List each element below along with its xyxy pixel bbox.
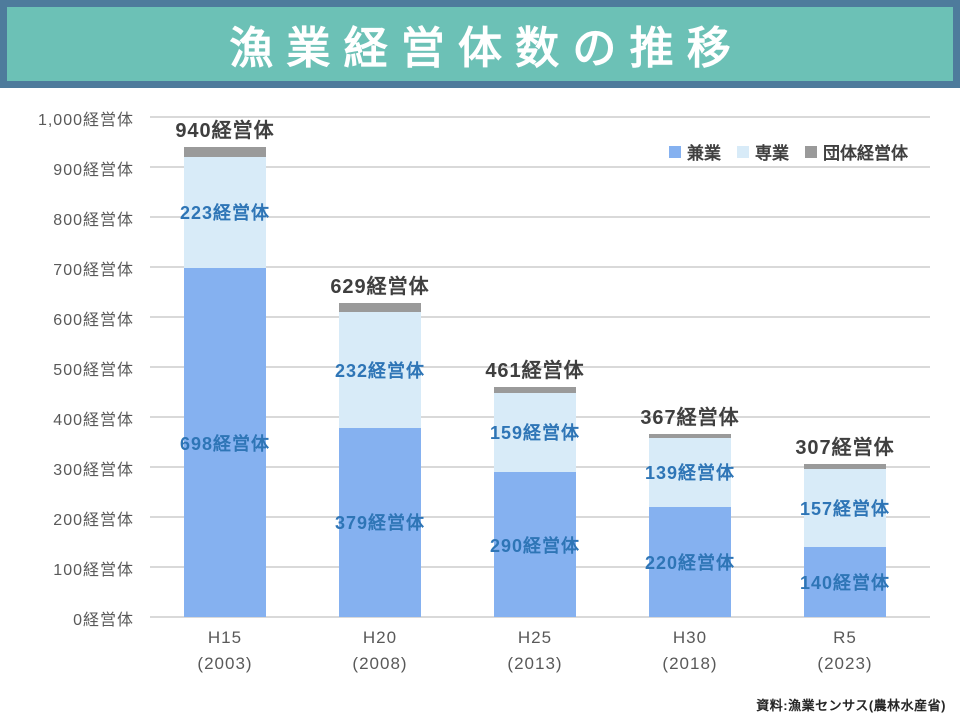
bar-segment xyxy=(184,147,266,157)
bar-segment: 220経営体 xyxy=(645,507,734,617)
total-label: 307経営体 xyxy=(795,436,895,459)
x-axis-label-era: R5 xyxy=(833,628,857,647)
segment-label: 223経営体 xyxy=(179,203,271,224)
gridline xyxy=(150,366,930,368)
total-label: 940経営体 xyxy=(175,120,275,142)
bar-segment: 290経営体 xyxy=(490,472,579,617)
bar: 220経営体 139経営体 xyxy=(645,433,734,617)
bar-segment: 223経営体 xyxy=(180,156,269,268)
bar-segment: 698経営体 xyxy=(180,268,269,617)
segment-label: 140経営体 xyxy=(799,573,891,593)
legend: 兼業 専業 団体経営体 xyxy=(669,139,908,164)
y-axis-label: 1,000経営体 xyxy=(37,112,134,129)
x-axis-label-year: (2023) xyxy=(817,654,873,674)
y-axis-label: 200経営体 xyxy=(53,512,134,529)
legend-item-label: 兼業 xyxy=(687,144,721,163)
legend-item-label: 専業 xyxy=(755,144,789,163)
x-axis-label: H15 (2003) xyxy=(145,625,305,678)
segment-label: 232経営体 xyxy=(334,360,426,381)
y-axis-label: 900経営体 xyxy=(53,162,134,179)
segment-label: 290経営体 xyxy=(489,535,581,556)
bar-segment: 140経営体 xyxy=(800,547,889,617)
y-axis-label: 700経営体 xyxy=(53,262,134,279)
y-axis-label: 100経営体 xyxy=(53,562,134,579)
bar-segment: 157経営体 xyxy=(800,468,889,547)
bar: 698経営体 223経営体 xyxy=(180,147,269,617)
legend-item: 団体経営体 xyxy=(805,139,908,164)
legend-swatch xyxy=(669,145,681,158)
bar-segment xyxy=(494,386,576,393)
bar-segment: 379経営体 xyxy=(335,427,424,617)
x-axis-label: R5 (2023) xyxy=(765,625,925,678)
x-axis-label-era: H25 xyxy=(517,628,553,647)
y-axis-label: 500経営体 xyxy=(53,362,134,379)
gridline xyxy=(150,116,930,118)
title-bar: 漁業経営体数の推移 xyxy=(0,0,960,88)
gridline xyxy=(150,266,930,268)
gridline xyxy=(150,216,930,218)
bar-segment xyxy=(339,302,421,312)
total-label: 367経営体 xyxy=(640,406,740,429)
segment-label: 698経営体 xyxy=(179,433,271,454)
x-axis-label-year: (2018) xyxy=(662,654,718,674)
gridline xyxy=(150,316,930,318)
bar-segment: 159経営体 xyxy=(490,392,579,472)
y-axis-label: 300経営体 xyxy=(53,462,134,479)
legend-item-label: 団体経営体 xyxy=(823,144,908,163)
legend-item: 専業 xyxy=(737,139,789,164)
x-axis-label-era: H30 xyxy=(672,628,708,647)
bar-segment: 232経営体 xyxy=(335,311,424,428)
x-axis-label-era: H15 xyxy=(207,628,243,647)
x-axis-label-year: (2013) xyxy=(507,654,563,674)
legend-swatch xyxy=(805,145,817,158)
y-axis-label: 800経営体 xyxy=(53,212,134,229)
bar-segment: 139経営体 xyxy=(645,437,734,507)
segment-label: 139経営体 xyxy=(644,463,736,484)
total-label: 629経営体 xyxy=(330,275,430,298)
gridline xyxy=(150,166,930,168)
bar-segment xyxy=(804,463,886,469)
y-axis-label: 400経営体 xyxy=(53,412,134,429)
legend-item: 兼業 xyxy=(669,139,721,164)
y-axis-label: 600経営体 xyxy=(53,312,134,329)
x-axis-label: H20 (2008) xyxy=(300,625,460,678)
x-axis-label: H25 (2013) xyxy=(455,625,615,678)
page-title: 漁業経営体数の推移 xyxy=(229,24,744,73)
gridline xyxy=(150,616,930,618)
segment-label: 220経営体 xyxy=(644,553,736,573)
x-axis-label: H30 (2018) xyxy=(610,625,770,678)
segment-label: 379経営体 xyxy=(334,513,426,534)
segment-label: 159経営体 xyxy=(489,423,581,444)
x-axis-label-era: H20 xyxy=(362,628,398,647)
bar: 140経営体 157経営体 xyxy=(800,463,889,617)
bar: 290経営体 159経営体 xyxy=(490,386,579,617)
bar: 379経営体 232経営体 xyxy=(335,302,424,617)
bar-segment xyxy=(649,433,731,438)
y-axis-label: 0経営体 xyxy=(73,612,134,629)
legend-swatch xyxy=(737,145,749,158)
source-note: 資料:漁業センサス(農林水産省) xyxy=(756,698,946,713)
x-axis-label-year: (2008) xyxy=(352,654,408,674)
x-axis-label-year: (2003) xyxy=(197,654,253,674)
total-label: 461経営体 xyxy=(485,359,585,382)
segment-label: 157経営体 xyxy=(799,498,891,519)
